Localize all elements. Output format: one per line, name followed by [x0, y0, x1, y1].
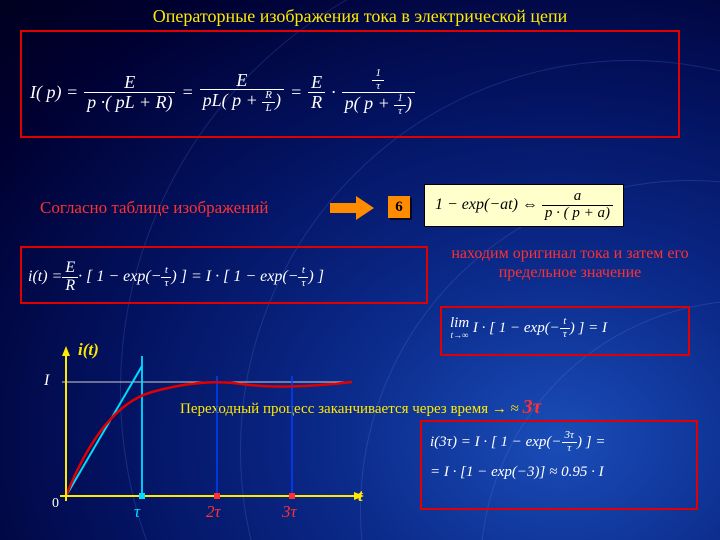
eq1-t1d: p ·( pL + R)	[84, 93, 175, 112]
text-find-original: находим оригинал тока и затем его предел…	[440, 244, 700, 282]
chart-svg	[42, 346, 372, 526]
eq1-t3n: E	[308, 73, 325, 92]
table-lhs: 1 − exp(−at) ⇔	[435, 196, 542, 213]
lim-sub: t→∞	[451, 331, 469, 339]
chart-ylabel: i(t)	[78, 340, 99, 360]
eq2-mid1: · [ 1 − exp(−	[78, 268, 161, 286]
eq1-lhs: I( p) =	[30, 82, 78, 103]
eq1-t3d: p( p + 1τ)	[342, 93, 415, 117]
transient-chart: i(t) I 0 t τ 2τ 3τ	[42, 346, 372, 526]
eq3-box: i(3τ) = I · [ 1 − exp(− 3ττ ) ] = = I · …	[420, 420, 698, 510]
tick-2tau: 2τ	[206, 502, 221, 522]
eq2-mid3: ) ]	[308, 268, 324, 286]
laplace-table-entry: 1 − exp(−at) ⇔ ap · ( p + a)	[424, 184, 624, 227]
eq1-box: I( p) = Ep ·( pL + R) = E pL( p + RL) = …	[20, 30, 680, 138]
chart-I-label: I	[44, 372, 49, 390]
eq1-dot: ·	[331, 82, 336, 103]
badge-6: 6	[388, 196, 410, 218]
eq1-t1n: E	[121, 73, 138, 92]
eq1-t2d: pL( p + RL)	[200, 90, 284, 114]
arrow-icon	[330, 196, 374, 220]
eq3-l1a: i(3τ) = I · [ 1 − exp(−	[430, 434, 562, 451]
eq1-sep1: =	[181, 82, 193, 103]
eq1-t3d-R: R	[308, 93, 325, 112]
eq3-l2: = I · [1 − exp(−3)] ≈ 0.95 · I	[430, 464, 605, 481]
tick-tau: τ	[134, 502, 140, 522]
tick-3tau: 3τ	[282, 502, 297, 522]
eq2-lhs: i(t) =	[28, 268, 62, 286]
eq1-t2n: E	[233, 71, 250, 90]
eqlim-box: limt→∞ I · [ 1 − exp(− tτ ) ] = I	[440, 306, 690, 356]
eq3-l1b: ) ] =	[577, 434, 605, 451]
eq2-box: i(t) = ER · [ 1 − exp(− tτ ) ] = I · [ 1…	[20, 246, 428, 304]
chart-xlabel: t	[358, 486, 363, 506]
eq2-mid2: ) ] = I · [ 1 − exp(−	[171, 268, 298, 286]
text-according-table: Согласно таблице изображений	[40, 198, 269, 218]
eq1-sep2: =	[290, 82, 302, 103]
eq1-t3pre: 1τ	[369, 68, 387, 92]
transient-3tau: 3τ	[523, 396, 542, 418]
chart-origin: 0	[52, 496, 59, 512]
lim-label: lim	[450, 317, 469, 331]
lim-post: ) ] = I	[570, 320, 607, 337]
page-title: Операторные изображения тока в электриче…	[0, 6, 720, 27]
